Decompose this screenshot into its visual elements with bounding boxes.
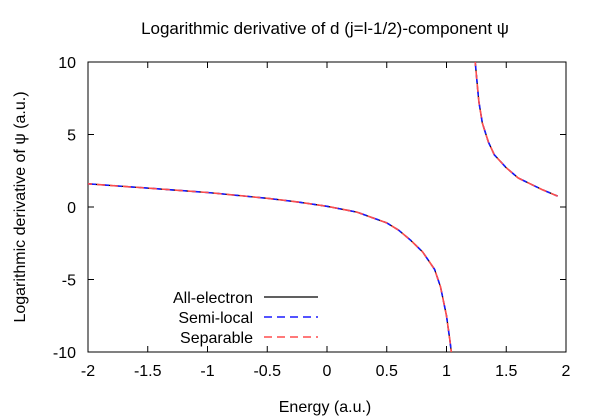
series-line-separable [474,62,558,197]
x-tick-label: 2 [562,363,571,380]
series-line-semi-local [88,183,453,352]
legend-label: Separable [180,330,253,347]
plot-area [88,62,558,352]
y-tick-label: 10 [58,55,76,72]
x-tick-label: 0.5 [376,363,398,380]
series-line-separable [88,183,453,352]
legend-label: Semi-local [178,310,253,327]
x-axis-label: Energy (a.u.) [279,399,371,416]
y-tick-label: -10 [53,345,76,362]
chart-title: Logarithmic derivative of d (j=l-1/2)-co… [141,19,509,38]
x-tick-label: -1.5 [134,363,162,380]
y-tick-label: 5 [67,128,76,145]
legend: All-electron Semi-local Separable [173,290,318,347]
x-axis: -2 -1.5 -1 -0.5 0 0.5 1 1.5 2 [81,62,571,380]
y-tick-label: -5 [62,273,76,290]
x-tick-label: 1.5 [495,363,517,380]
y-axis: 10 5 0 -5 -10 [53,55,566,362]
y-tick-label: 0 [67,200,76,217]
x-tick-label: -2 [81,363,95,380]
x-tick-label: 0 [323,363,332,380]
x-tick-label: -1 [200,363,214,380]
x-tick-label: 1 [442,363,451,380]
y-axis-label: Logarithmic derivative of ψ (a.u.) [12,91,29,322]
x-tick-label: -0.5 [253,363,281,380]
series-line-all-electron [88,183,452,352]
legend-label: All-electron [173,290,253,307]
